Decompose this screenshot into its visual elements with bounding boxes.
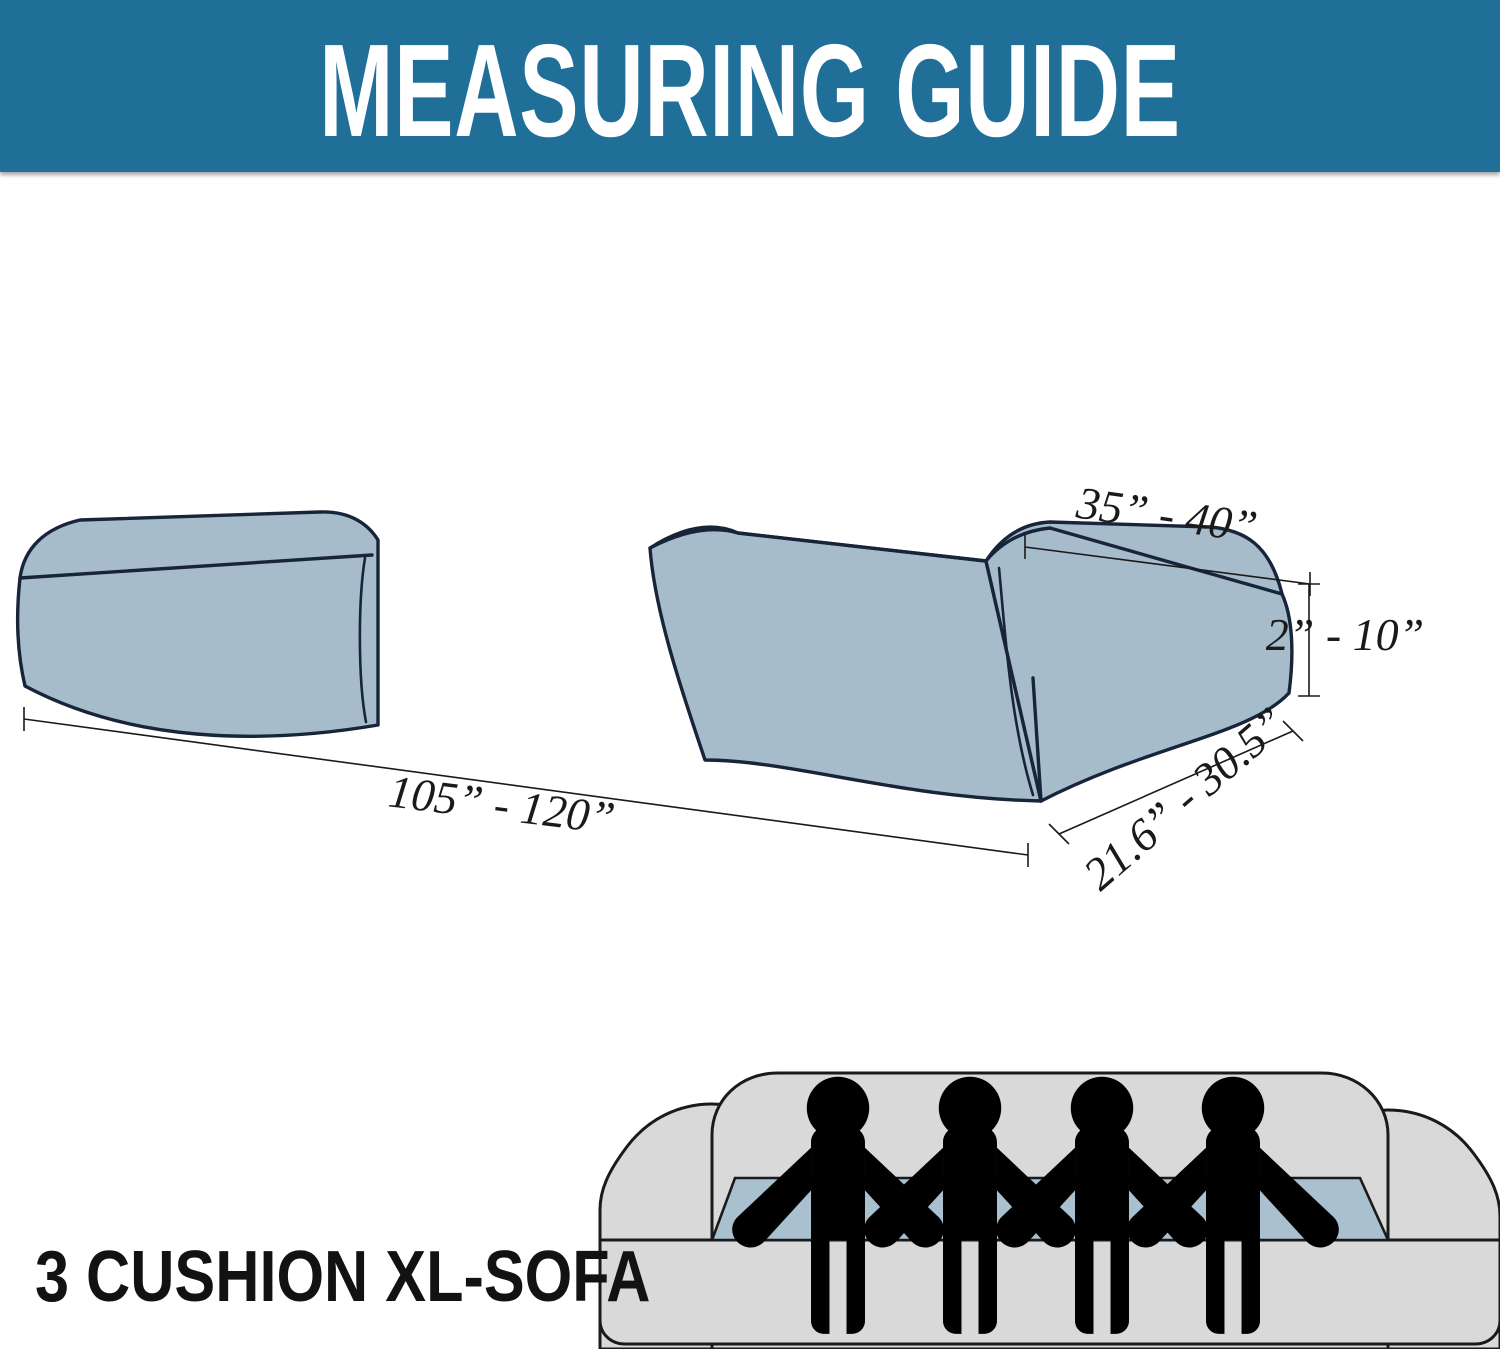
svg-text:105” - 120”: 105” - 120”: [386, 765, 618, 843]
svg-text:2” - 10”: 2” - 10”: [1266, 609, 1424, 660]
